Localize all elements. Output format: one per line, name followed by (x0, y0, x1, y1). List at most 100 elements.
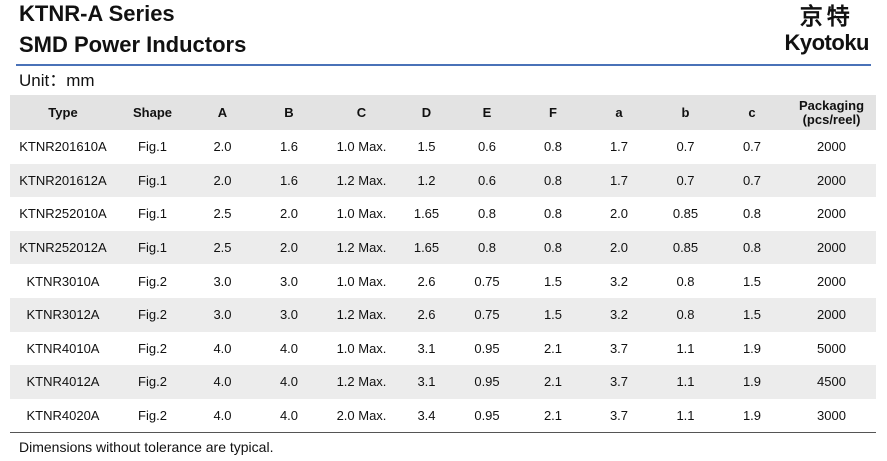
table-cell: 1.0 Max. (336, 273, 387, 289)
column-header: F (522, 95, 584, 130)
table-cell: 2000 (817, 206, 846, 222)
table-cell: 0.6 (477, 139, 497, 155)
table-cell: Fig.1 (116, 230, 189, 265)
logo-english-text: Kyotoku (784, 30, 870, 55)
table-cell: 0.95 (452, 365, 522, 399)
table-cell: KTNR201612A (10, 163, 116, 198)
table-cell: 1.2 Max. (322, 365, 401, 399)
company-logo: 京特 Kyotoku (785, 4, 870, 55)
table-cell: 5000 (817, 340, 846, 356)
table-cell: 1.2 Max. (322, 230, 401, 265)
table-cell: 2.6 (417, 273, 436, 289)
table-cell: KTNR252010A (19, 206, 107, 222)
table-cell: 0.85 (654, 230, 717, 265)
table-cell: KTNR4020A (10, 398, 116, 434)
table-cell: KTNR3012A (10, 297, 116, 332)
table-row: KTNR4012A Fig.2 4.0 4.0 1.2 Max. 3.1 0.95 2.1 3.… (10, 365, 876, 399)
table-cell: 2.1 (522, 398, 584, 434)
table-cell: 1.5 (522, 297, 584, 332)
table-cell: 1.65 (401, 230, 452, 265)
table-cell: 3.1 (401, 365, 452, 399)
table-cell: 0.8 (522, 230, 584, 265)
table-cell: 0.8 (742, 206, 762, 222)
table-cell: 1.1 (654, 365, 717, 399)
table-cell: 0.95 (474, 340, 500, 356)
table-row: KTNR3010A Fig.2 3.0 3.0 1.0 Max. 2.6 0.75 1.5 3.… (10, 264, 876, 298)
table-cell: Fig.2 (116, 398, 189, 434)
table-cell: 0.75 (474, 273, 500, 289)
table-row: KTNR201612A Fig.1 2.0 1.6 1.2 Max. 1.2 0.6 0.8 1… (10, 163, 876, 198)
table-cell: 0.8 (522, 163, 584, 198)
table-cell: 0.95 (452, 398, 522, 434)
table-cell: 3.2 (609, 273, 629, 289)
table-cell: 1.7 (609, 139, 629, 155)
table-cell: 1.1 (654, 398, 717, 434)
series-title: KTNR-A Series (19, 1, 175, 26)
unit-label: Unit：mm (19, 71, 95, 90)
table-cell: Fig.1 (138, 206, 167, 222)
table-cell: 4.0 (213, 340, 232, 356)
table-cell: 0.8 (654, 297, 717, 332)
table-cell: 2.0 (256, 230, 322, 265)
table-cell: 2.0 Max. (322, 398, 401, 434)
table-cell: 1.6 (279, 139, 299, 155)
table-cell: 0.8 (543, 139, 563, 155)
table-cell: KTNR201610A (19, 139, 107, 155)
table-cell: 1.9 (742, 340, 762, 356)
column-header: E (452, 95, 522, 130)
table-cell: 2.0 (213, 139, 232, 155)
table-cell: 2.1 (543, 340, 563, 356)
table-cell: 4.0 (189, 365, 256, 399)
column-header: A (189, 95, 256, 130)
table-row: KTNR252012A Fig.1 2.5 2.0 1.2 Max. 1.65 0.8 0.8… (10, 230, 876, 265)
table-cell: 1.65 (413, 206, 440, 222)
column-header: a (584, 95, 654, 130)
table-cell: 2.5 (189, 230, 256, 265)
table-cell: 1.2 Max. (322, 163, 401, 198)
table-cell: 0.8 (543, 206, 563, 222)
table-cell: 4500 (787, 365, 876, 399)
header-divider (16, 64, 871, 66)
footnote: Dimensions without tolerance are typical… (19, 439, 274, 455)
table-cell: 0.7 (717, 163, 787, 198)
table-cell: KTNR4010A (26, 340, 100, 356)
table-cell: 0.8 (676, 273, 695, 289)
table-row: KTNR4010A Fig.2 4.0 4.0 1.0 Max. 3.1 0.95 2.1 3.… (10, 332, 876, 366)
table-cell: 1.6 (256, 163, 322, 198)
table-cell: 3.0 (213, 273, 232, 289)
table-cell: Fig.1 (138, 139, 167, 155)
table-row: KTNR252010A Fig.1 2.5 2.0 1.0 Max. 1.65 0.8 0.8… (10, 197, 876, 231)
table-cell: 0.7 (676, 139, 695, 155)
table-cell: 2000 (817, 273, 846, 289)
table-cell: 2.1 (522, 365, 584, 399)
table-cell: 1.0 Max. (336, 206, 387, 222)
table-cell: 2.5 (213, 206, 232, 222)
table-cell: 4.0 (256, 365, 322, 399)
table-cell: 3.7 (584, 398, 654, 434)
product-title: SMD Power Inductors (19, 32, 247, 57)
table-cell: 1.5 (742, 273, 762, 289)
table-cell: 1.2 Max. (322, 297, 401, 332)
table-cell: 0.7 (742, 139, 762, 155)
table-cell: 0.8 (717, 230, 787, 265)
table-cell: 3.7 (584, 365, 654, 399)
table-cell: 1.7 (584, 163, 654, 198)
table-row: KTNR4020A Fig.2 4.0 4.0 2.0 Max. 3.4 0.95 2.1 3.… (10, 398, 876, 434)
table-cell: 1.0 Max. (336, 139, 387, 155)
table-cell: KTNR4012A (10, 365, 116, 399)
table-cell: 0.85 (672, 206, 699, 222)
logo-chinese-text: 京特 (799, 4, 854, 30)
table-cell: 0.75 (452, 297, 522, 332)
table-cell: 3.0 (279, 273, 299, 289)
column-header: b (654, 95, 717, 130)
table-body: KTNR201610A Fig.1 2.0 1.6 1.0 Max. 1.5 0.6 0.8 1… (10, 130, 876, 434)
table-cell: 2.0 (189, 163, 256, 198)
table-cell: 1.2 (401, 163, 452, 198)
table-cell: 1.5 (417, 139, 436, 155)
table-cell: 2.0 (279, 206, 299, 222)
table-cell: 1.9 (717, 398, 787, 434)
column-header: Shape (116, 95, 189, 130)
table-cell: 3.0 (256, 297, 322, 332)
